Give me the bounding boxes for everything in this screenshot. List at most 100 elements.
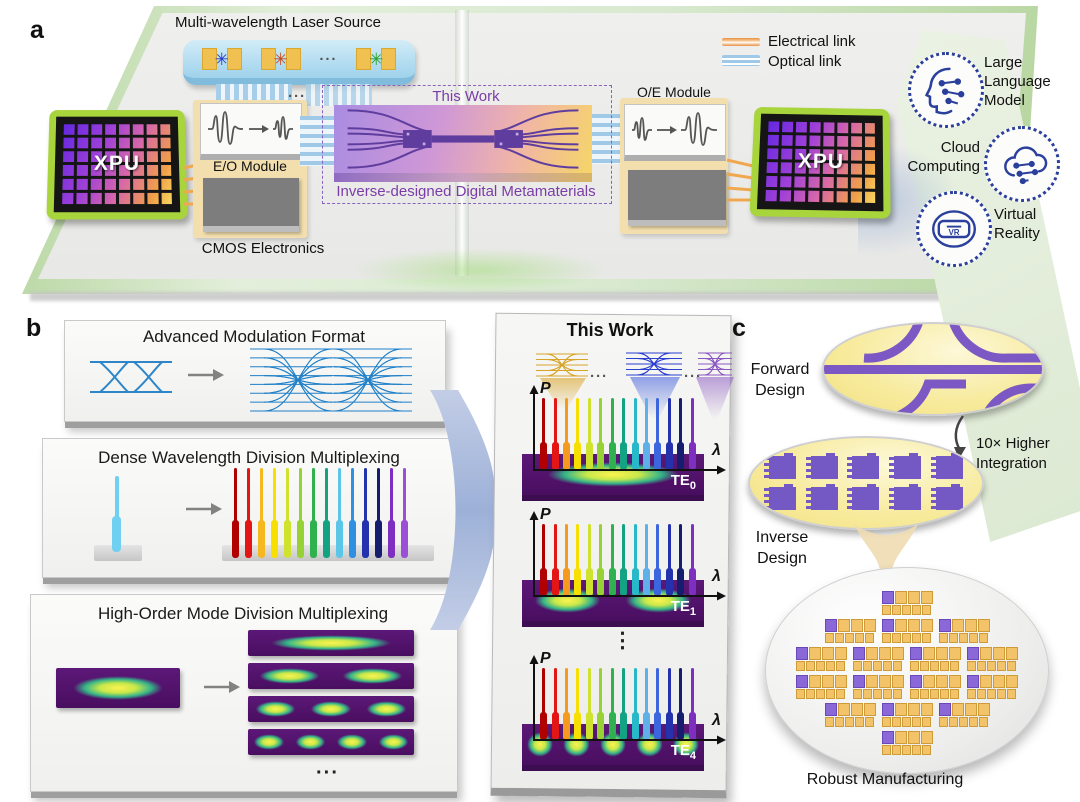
wafer xyxy=(765,567,1049,774)
panel-c-label: c xyxy=(732,314,746,342)
mdm-mode-te2 xyxy=(248,696,414,722)
eo-waveform-icon xyxy=(208,111,293,145)
board-shadow xyxy=(30,292,1025,301)
forward-design-pattern xyxy=(824,324,1042,414)
dwdm-single-base xyxy=(94,545,142,561)
board-glow xyxy=(350,248,610,292)
xpu-chip-right: XPU xyxy=(749,106,891,219)
eo-module-label: E/O Module xyxy=(213,158,287,174)
dwdm-single-line xyxy=(112,476,121,552)
laser-channel-3: ✳ xyxy=(356,48,397,70)
this-work-dashed-box xyxy=(322,85,612,204)
electrical-link-swatch xyxy=(722,38,760,46)
te4-spectrum-plot: TE4 P λ xyxy=(498,650,728,771)
laser-ellipsis: ··· xyxy=(319,50,338,68)
simple-eye-diagram xyxy=(90,361,172,393)
laser-star-blue-icon: ✳ xyxy=(214,49,229,69)
mode-vdots: ⋮ xyxy=(612,629,633,652)
optical-ribbon-chip-left xyxy=(300,116,336,166)
te1-lambda-axis-label: λ xyxy=(712,568,721,585)
laser-channel-1: ✳ xyxy=(201,48,242,70)
forward-design-label: Forward Design xyxy=(750,361,810,399)
te4-mode-label: TE4 xyxy=(670,742,696,762)
dense-eye-diagram xyxy=(250,348,412,412)
forward-design-die xyxy=(822,322,1044,416)
electrical-link-label: Electrical link xyxy=(768,33,856,50)
mdm-ellipsis: ··· xyxy=(316,762,339,784)
oe-module-label: O/E Module xyxy=(637,84,711,100)
te1-wavelength-comb xyxy=(540,524,696,596)
cloud-computing-label: Cloud Computing xyxy=(907,139,980,175)
te1-spectrum-plot: TE1 P λ xyxy=(498,506,728,627)
optical-link-label: Optical link xyxy=(768,53,842,70)
robust-manufacturing-label: Robust Manufacturing xyxy=(806,771,964,788)
vr-icon-circle: VR xyxy=(916,191,992,267)
integration-label: 10× Higher Integration xyxy=(976,435,1050,472)
eye-thumb-blue xyxy=(626,352,682,376)
inverse-design-pattern xyxy=(763,447,964,519)
te0-spectrum-plot: TE0 P λ xyxy=(498,380,728,501)
laser-source-label: Multi-wavelength Laser Source xyxy=(175,14,381,31)
dwdm-card-title: Dense Wavelength Division Multiplexing xyxy=(98,448,400,467)
metamaterial-caption: Inverse-designed Digital Metamaterials xyxy=(336,183,596,200)
vr-label: Virtual Reality xyxy=(994,206,1040,242)
cmos-box-left xyxy=(203,178,299,232)
te1-p-axis-label: P xyxy=(540,506,551,523)
convergence-arrow xyxy=(430,390,508,630)
te1-axes xyxy=(529,511,726,601)
dwdm-spectrum-lines xyxy=(232,468,426,558)
eye-thumb-gold xyxy=(536,353,588,377)
te4-wavelength-comb xyxy=(540,668,696,740)
inverse-design-label: Inverse Design xyxy=(755,529,809,567)
laser-source-bar: ✳ ✳ ··· ✳ xyxy=(183,40,415,85)
cloud-circuit-icon xyxy=(1004,146,1048,185)
llm-label: Large Language Model xyxy=(984,54,1051,109)
oe-waveform-box xyxy=(624,104,726,161)
panel-b-label: b xyxy=(26,314,42,342)
te0-lambda-axis-label: λ xyxy=(712,442,721,459)
this-work-title: This Work xyxy=(566,320,654,340)
electrical-wires-right xyxy=(726,158,754,202)
thumb-dots-1: ··· xyxy=(590,368,608,385)
te0-mode-label: TE0 xyxy=(670,472,696,492)
mdm-mode-te1 xyxy=(248,663,414,689)
mdm-input-mode xyxy=(56,668,180,708)
xpu-right-label: XPU xyxy=(797,149,845,173)
inverse-design-die xyxy=(748,436,984,530)
cmos-box-right xyxy=(628,170,726,226)
xpu-chip-left: XPU xyxy=(46,110,188,220)
arrow-icon xyxy=(204,681,240,693)
cmos-label: CMOS Electronics xyxy=(201,240,325,257)
laser-star-red-icon: ✳ xyxy=(273,49,288,69)
te0-p-axis-label: P xyxy=(540,380,551,397)
te4-axes xyxy=(529,655,726,745)
funnel-to-wafer xyxy=(854,524,918,578)
vr-headset-icon: VR xyxy=(932,210,976,248)
mdm-mode-te0 xyxy=(248,630,414,656)
svg-text:VR: VR xyxy=(948,228,959,237)
oe-waveform-icon xyxy=(632,112,718,146)
optical-ribbon-chip-right xyxy=(590,114,624,164)
head-circuit-icon xyxy=(925,67,965,115)
mdm-mode-te3 xyxy=(248,729,414,755)
te4-lambda-axis-label: λ xyxy=(712,712,721,729)
laser-star-green-icon: ✳ xyxy=(369,49,384,69)
xpu-left-label: XPU xyxy=(93,151,141,175)
modulation-card-title: Advanced Modulation Format xyxy=(142,327,366,346)
optical-link-swatch xyxy=(722,55,760,66)
te4-p-axis-label: P xyxy=(540,650,551,667)
te1-mode-label: TE1 xyxy=(670,598,696,618)
thumb-dots-2: ··· xyxy=(684,368,702,385)
mdm-card-title: High-Order Mode Division Multiplexing xyxy=(97,604,389,623)
arrow-icon xyxy=(186,503,222,515)
te0-wavelength-comb xyxy=(540,398,696,470)
llm-icon-circle xyxy=(908,52,984,128)
this-work-label-a: This Work xyxy=(432,88,500,105)
te0-axes xyxy=(529,385,726,475)
eye-thumb-purple xyxy=(698,352,732,376)
laser-channel-2: ✳ xyxy=(260,48,301,70)
arrow-icon xyxy=(188,369,224,381)
panel-a-label: a xyxy=(30,16,44,44)
eo-waveform-box xyxy=(200,103,302,160)
